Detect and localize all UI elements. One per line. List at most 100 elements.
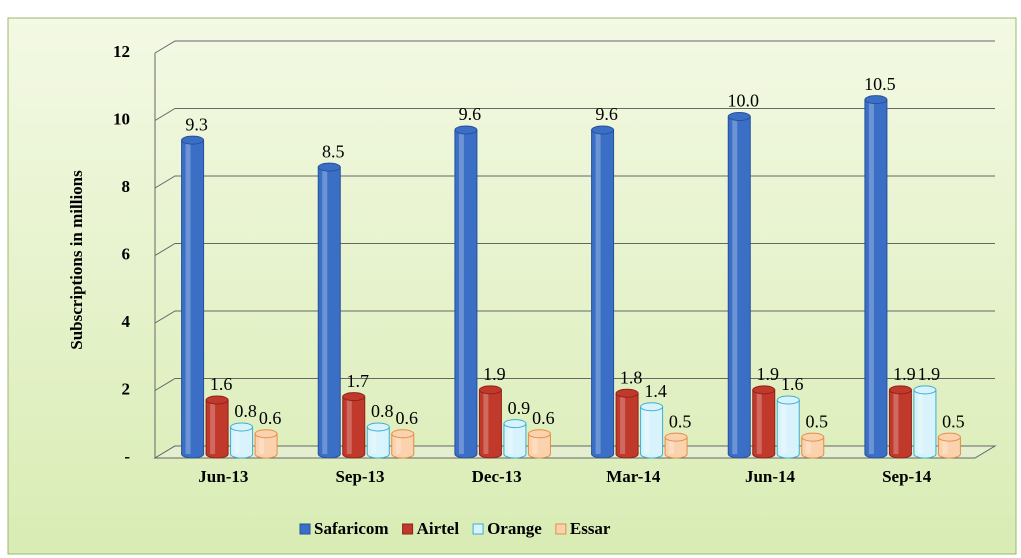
bar-body — [640, 406, 663, 454]
x-tick-label: Mar-14 — [606, 467, 661, 486]
value-label: 0.6 — [259, 408, 282, 428]
legend-swatch — [402, 523, 414, 535]
value-label: 1.9 — [757, 364, 780, 384]
bar — [591, 125, 615, 459]
value-label: 0.8 — [371, 401, 394, 421]
legend-label: Orange — [487, 519, 542, 538]
bar-body — [616, 393, 639, 454]
value-label: 1.6 — [210, 374, 233, 394]
value-label: 1.9 — [918, 364, 941, 384]
value-label: 10.5 — [864, 74, 896, 94]
legend-swatch — [299, 523, 311, 535]
chart-background — [7, 17, 1017, 555]
legend-swatch — [472, 523, 484, 535]
bar-body — [318, 167, 341, 454]
bar-top — [503, 419, 527, 429]
value-label: 0.5 — [942, 411, 965, 431]
bar — [776, 395, 800, 459]
x-tick-label: Sep-14 — [882, 467, 932, 486]
bar-body — [206, 400, 229, 454]
bar — [640, 402, 664, 459]
y-tick-label: 8 — [122, 177, 131, 196]
bar — [366, 422, 390, 459]
bar — [230, 422, 254, 459]
value-label: 0.9 — [508, 398, 531, 418]
grid-line — [154, 310, 995, 324]
bar — [937, 432, 961, 459]
grid-line — [154, 40, 995, 54]
bar-shine — [942, 437, 948, 454]
value-label: 1.6 — [781, 374, 804, 394]
bar-body — [181, 140, 204, 454]
bar-top — [205, 395, 229, 405]
value-label: 9.6 — [459, 104, 482, 124]
bar-top — [591, 125, 615, 135]
bar-body — [367, 427, 390, 454]
bar-top — [913, 385, 937, 395]
bar-shine — [669, 437, 675, 454]
bar-top — [776, 395, 800, 405]
bar — [664, 432, 688, 459]
x-tick-label: Jun-14 — [745, 467, 796, 486]
bar — [801, 432, 825, 459]
bar-body — [230, 427, 253, 454]
value-label: 10.0 — [728, 91, 760, 111]
bar-top — [864, 95, 888, 105]
bar — [391, 429, 415, 459]
bar-top — [727, 112, 751, 121]
legend-label: Airtel — [417, 519, 460, 538]
bar-body — [503, 423, 526, 454]
bar-shine — [185, 140, 191, 454]
y-axis-label: Subscriptions in millions — [67, 170, 86, 350]
bar-top — [615, 388, 639, 398]
bar-shine — [322, 167, 328, 454]
bar-shine — [868, 99, 874, 454]
bar-shine — [532, 433, 538, 454]
value-label: 1.9 — [483, 364, 506, 384]
bar-shine — [893, 389, 899, 454]
bar-shine — [507, 423, 513, 454]
bar-shine — [756, 389, 762, 454]
bar-shine — [620, 393, 626, 454]
value-label: 1.4 — [644, 381, 667, 401]
bar-body — [479, 389, 502, 454]
grid-line — [154, 175, 995, 189]
bar-body — [665, 437, 688, 454]
bar — [913, 385, 937, 459]
bar-body — [728, 116, 751, 454]
value-label: 9.3 — [185, 114, 208, 134]
bar-top — [366, 422, 390, 432]
bar-shine — [210, 400, 216, 454]
bar-body — [913, 389, 936, 454]
x-tick-label: Dec-13 — [472, 467, 522, 486]
bar-top — [478, 385, 502, 395]
bar-shine — [259, 433, 265, 454]
grid-line — [154, 378, 995, 391]
bar-top — [888, 385, 912, 395]
bar — [727, 112, 751, 459]
bar — [478, 385, 502, 459]
y-tick-label: 12 — [113, 42, 130, 61]
bar-top — [937, 432, 961, 442]
bar-shine — [234, 427, 240, 454]
bar-top — [342, 392, 366, 402]
bar-shine — [458, 130, 464, 454]
bar — [342, 392, 366, 459]
value-label: 1.7 — [347, 371, 370, 391]
bar-shine — [805, 437, 811, 454]
y-tick-label: 6 — [122, 244, 131, 263]
bar-shine — [917, 389, 923, 454]
value-label: 1.9 — [893, 364, 916, 384]
bar — [254, 429, 278, 459]
value-label: 0.5 — [806, 411, 829, 431]
bar-top — [752, 385, 776, 395]
y-tick-label: 2 — [122, 379, 131, 398]
bar — [615, 388, 639, 459]
y-tick-label: 4 — [122, 312, 131, 331]
bar-top — [454, 125, 478, 135]
bar-shine — [483, 389, 489, 454]
y-tick-label: 10 — [113, 109, 130, 128]
bar-top — [254, 429, 278, 439]
bar — [181, 135, 205, 459]
bar — [317, 162, 341, 459]
